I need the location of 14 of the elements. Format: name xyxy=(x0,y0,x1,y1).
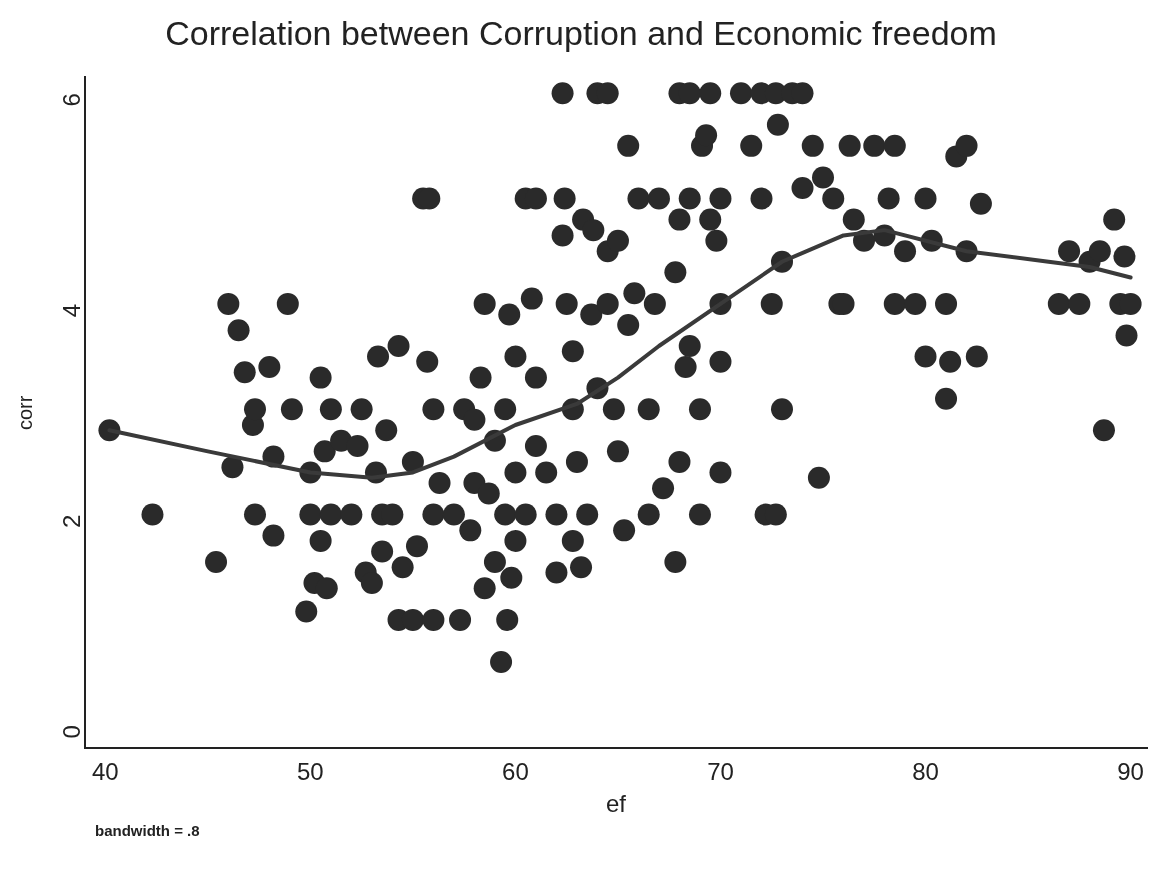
chart-title: Correlation between Corruption and Economic freedom xyxy=(164,14,998,53)
y-tick-label: 4 xyxy=(58,303,86,318)
x-tick-label: 70 xyxy=(707,758,734,786)
y-tick-label: 2 xyxy=(58,514,86,528)
y-axis-title: corr xyxy=(13,395,36,431)
x-tick-label: 80 xyxy=(912,758,939,786)
x-tick-label: 90 xyxy=(1117,758,1144,786)
x-axis-title: ef xyxy=(605,790,627,818)
y-tick-label: 6 xyxy=(58,93,86,107)
x-tick-label: 40 xyxy=(91,758,119,786)
x-tick-label: 60 xyxy=(502,758,529,786)
x-tick-label: 50 xyxy=(297,758,324,786)
text: bandwidth = .8 xyxy=(95,822,200,839)
y-tick-label: 0 xyxy=(58,725,86,739)
